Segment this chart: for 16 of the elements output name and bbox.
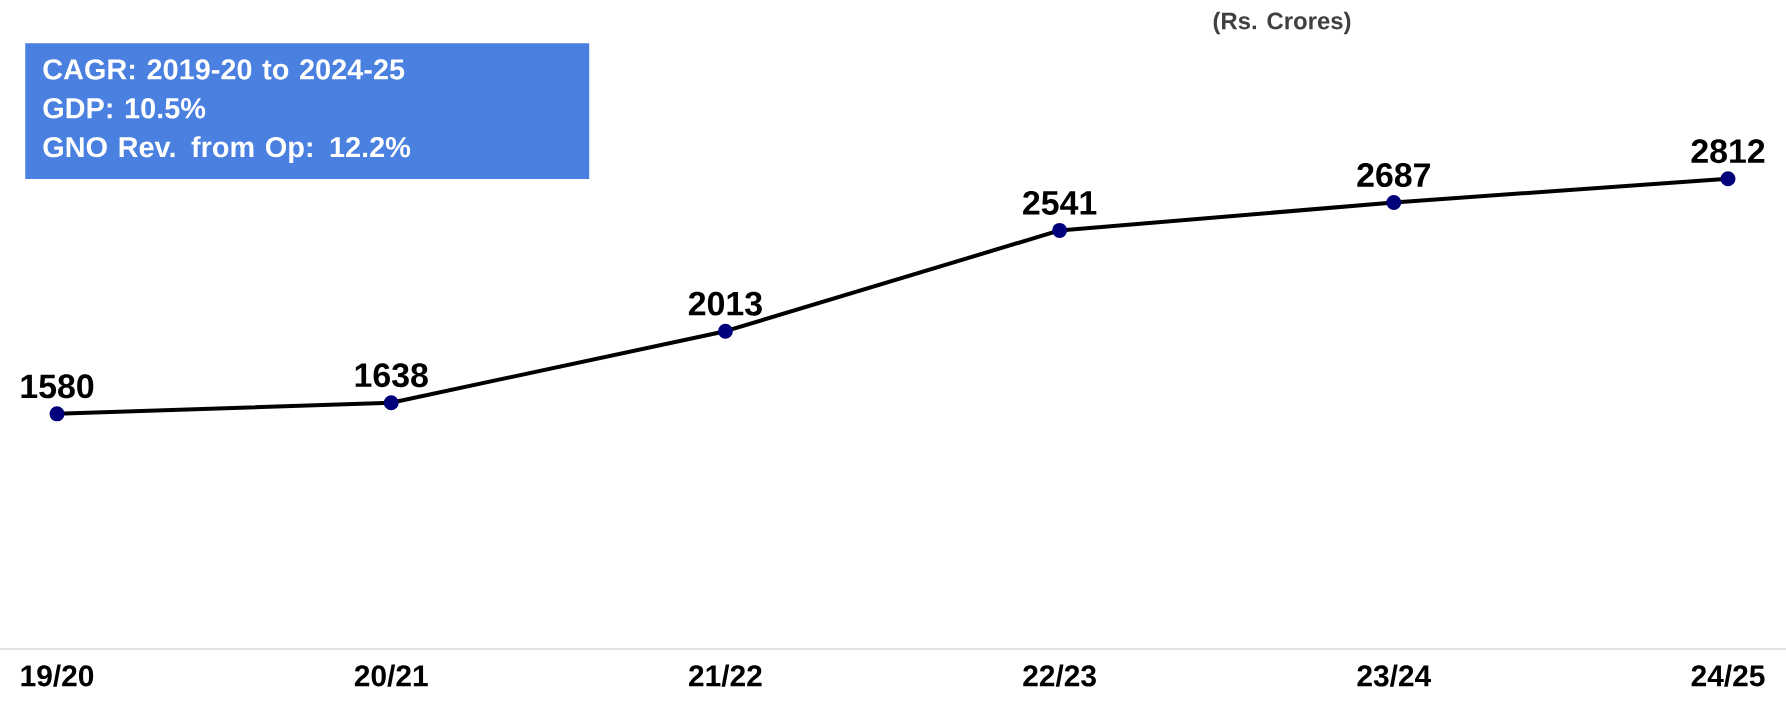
- x-tick-label: 23/24: [1357, 664, 1432, 687]
- data-label: 2013: [688, 291, 762, 316]
- text: GDP: 10.5%: [43, 98, 206, 119]
- x-tick-label: 20/21: [354, 664, 428, 687]
- chart-subtitle: (Rs. Crores): [1213, 11, 1351, 35]
- data-label: 2687: [1357, 163, 1430, 188]
- text: CAGR: 2019-20 to 2024-25: [43, 59, 405, 80]
- text: GNO Rev. from Op: 12.2%: [43, 136, 411, 164]
- x-tick-label: 21/22: [689, 664, 762, 687]
- data-label: 2541: [1023, 190, 1097, 215]
- data-label: 2812: [1691, 139, 1765, 164]
- x-tick-label: 19/20: [21, 664, 94, 687]
- x-tick-label: 24/25: [1691, 664, 1765, 687]
- data-label: 1638: [355, 363, 428, 388]
- data-label: 1580: [21, 374, 94, 399]
- x-tick-label: 22/23: [1023, 664, 1096, 687]
